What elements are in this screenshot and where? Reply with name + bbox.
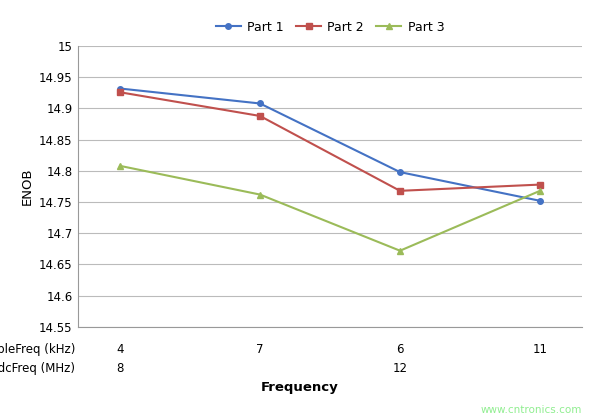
Part 2: [116, 90, 124, 95]
Part 1: [256, 101, 263, 106]
Text: 4: 4: [116, 343, 124, 357]
Text: SampleFreq (kHz): SampleFreq (kHz): [0, 343, 75, 357]
Text: 11: 11: [533, 343, 548, 357]
Legend: Part 1, Part 2, Part 3: Part 1, Part 2, Part 3: [211, 16, 449, 39]
Text: 6: 6: [396, 343, 404, 357]
Part 1: [397, 170, 404, 175]
Part 2: [536, 182, 544, 187]
Part 2: [397, 188, 404, 193]
Text: Frequency: Frequency: [261, 381, 339, 394]
Line: Part 3: Part 3: [116, 163, 544, 254]
Text: 7: 7: [256, 343, 264, 357]
Part 3: [397, 248, 404, 253]
Line: Part 2: Part 2: [117, 90, 543, 194]
Part 1: [536, 198, 544, 203]
Text: AdcFreq (MHz): AdcFreq (MHz): [0, 362, 75, 375]
Y-axis label: ENOB: ENOB: [20, 168, 33, 205]
Part 3: [256, 192, 263, 197]
Part 1: [116, 86, 124, 91]
Part 2: [256, 114, 263, 119]
Part 3: [536, 188, 544, 193]
Line: Part 1: Part 1: [117, 86, 543, 204]
Text: 8: 8: [116, 362, 124, 375]
Text: 12: 12: [392, 362, 407, 375]
Text: www.cntronics.com: www.cntronics.com: [481, 405, 582, 415]
Part 3: [116, 163, 124, 168]
